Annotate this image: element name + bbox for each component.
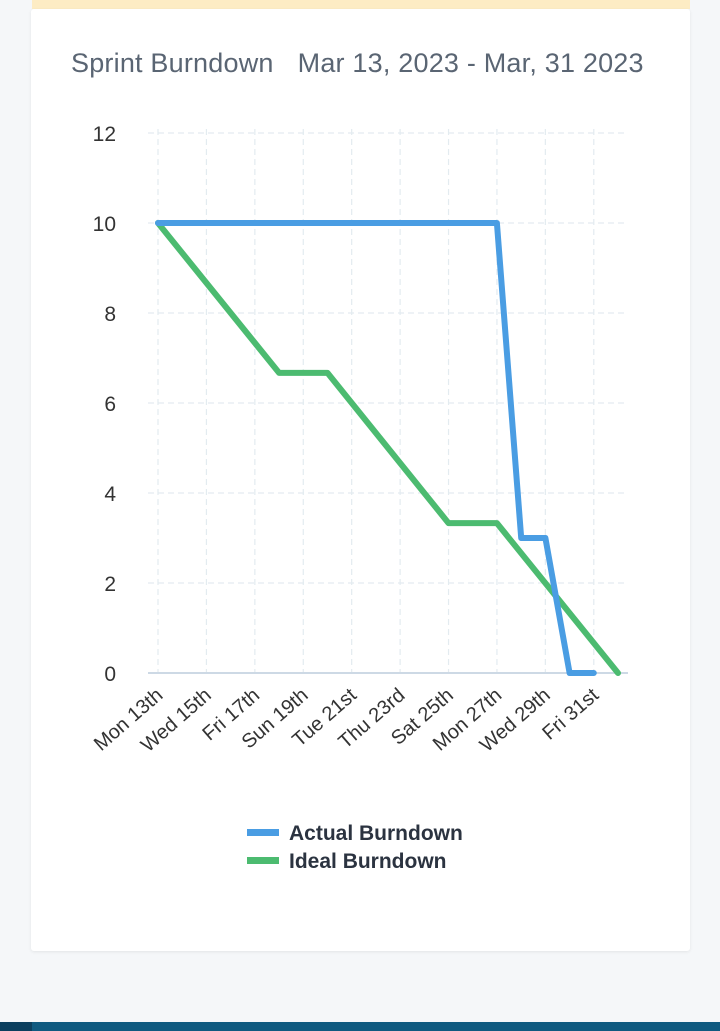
chart-title: Sprint Burndown xyxy=(71,48,274,78)
series-line xyxy=(155,220,597,676)
y-tick-label: 8 xyxy=(104,303,116,326)
chart-heading: Sprint Burndown Mar 13, 2023 - Mar, 31 20… xyxy=(71,48,644,79)
legend-label: Ideal Burndown xyxy=(289,850,447,873)
y-axis: 0 2 4 6 8 10 12 xyxy=(93,123,117,686)
chart-lines xyxy=(155,220,621,676)
y-tick-label: 4 xyxy=(104,483,116,506)
y-tick-label: 2 xyxy=(104,573,116,596)
chart-legend: Actual Burndown Ideal Burndown xyxy=(247,822,463,873)
legend-label: Actual Burndown xyxy=(289,822,463,845)
series-line xyxy=(155,220,621,676)
bottom-nav-bar xyxy=(0,1022,720,1031)
y-tick-label: 12 xyxy=(93,123,116,146)
y-tick-label: 0 xyxy=(104,663,116,686)
legend-swatch xyxy=(247,857,279,864)
chart-card xyxy=(31,9,690,951)
top-accent-strip xyxy=(32,0,690,9)
y-tick-label: 6 xyxy=(104,393,116,416)
date-range: Mar 13, 2023 - Mar, 31 2023 xyxy=(297,48,644,78)
x-tick-label: Fri 31st xyxy=(538,684,603,745)
y-tick-label: 10 xyxy=(93,213,116,236)
legend-swatch xyxy=(247,829,279,836)
